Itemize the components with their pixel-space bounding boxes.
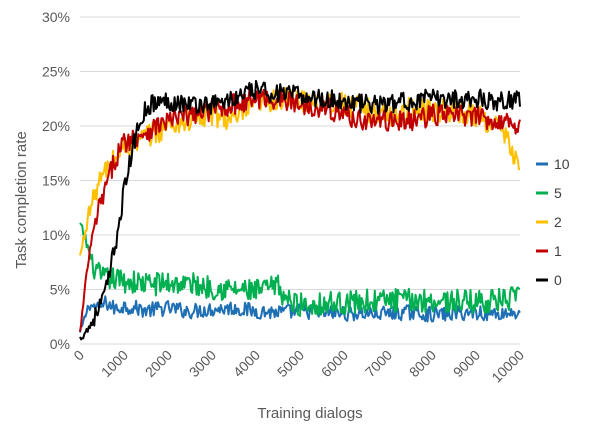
x-tick-label: 0 — [70, 347, 87, 364]
series-line-1 — [79, 88, 521, 332]
gridlines — [80, 16, 520, 345]
x-tick-label: 6000 — [318, 347, 351, 380]
series-line-0 — [79, 79, 521, 341]
x-axis-tick-labels: 0 1000 2000 3000 4000 5000 6000 7000 8000 9000 100… — [70, 347, 527, 386]
y-tick-label: 25% — [42, 64, 70, 80]
series-lines — [79, 79, 521, 341]
x-axis-title: Training dialogs — [257, 405, 362, 422]
x-tick-label: 3000 — [186, 347, 219, 380]
x-tick-label: 10000 — [488, 347, 527, 386]
y-tick-label: 10% — [42, 227, 70, 243]
x-tick-label: 4000 — [230, 347, 263, 380]
y-tick-label: 5% — [50, 282, 70, 298]
y-tick-label: 30% — [42, 9, 70, 25]
legend-label-1: 1 — [554, 243, 562, 259]
x-tick-label: 2000 — [142, 347, 175, 380]
y-axis-title: Task completion rate — [13, 131, 30, 269]
x-tick-label: 5000 — [274, 347, 307, 380]
legend-label-10: 10 — [554, 156, 570, 172]
legend-label-2: 2 — [554, 214, 562, 230]
y-axis-tick-labels: 0% 5% 10% 15% 20% 25% 30% — [42, 9, 70, 352]
y-tick-label: 15% — [42, 173, 70, 189]
x-tick-label: 8000 — [406, 347, 439, 380]
y-tick-label: 0% — [50, 336, 70, 352]
legend-label-5: 5 — [554, 185, 562, 201]
series-line-5 — [79, 222, 521, 317]
y-tick-label: 20% — [42, 118, 70, 134]
legend-label-0: 0 — [554, 272, 562, 288]
x-tick-label: 9000 — [450, 347, 483, 380]
x-tick-label: 1000 — [98, 347, 131, 380]
x-tick-label: 7000 — [362, 347, 395, 380]
